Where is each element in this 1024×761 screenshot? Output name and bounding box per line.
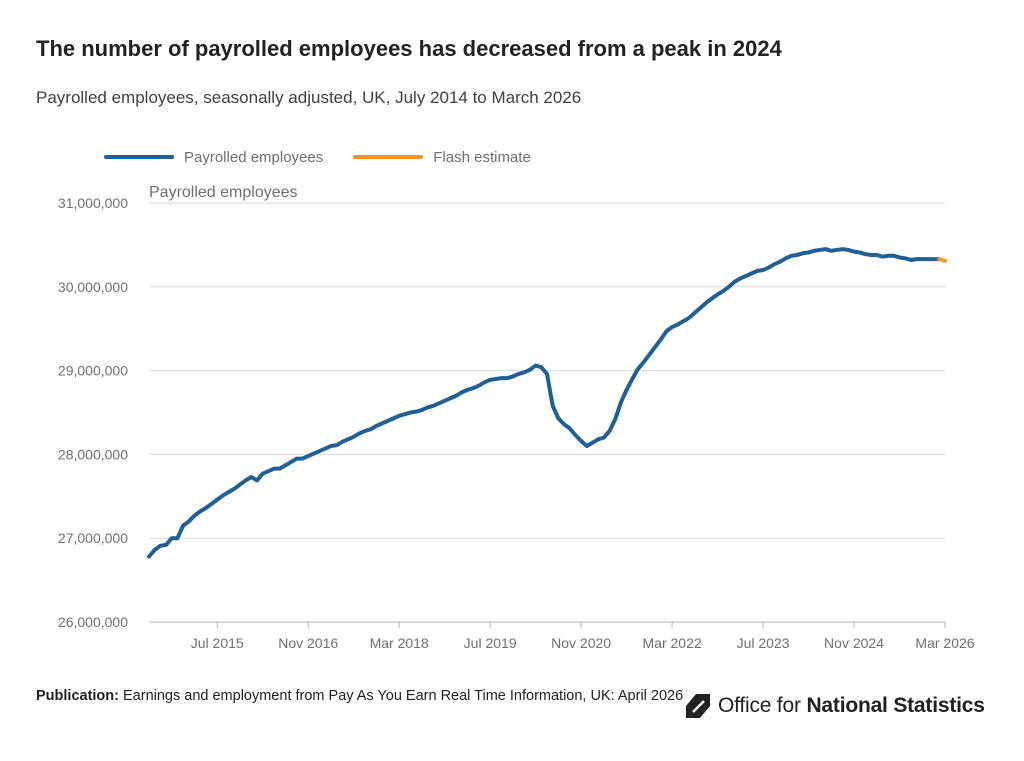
publication-footer: Publication: Earnings and employment fro… [36,686,686,707]
chart-title: The number of payrolled employees has de… [36,36,782,61]
x-tick-label: Jul 2019 [464,635,517,651]
ons-logo: Office for National Statistics [684,690,985,722]
legend-swatch-payrolled-employees [104,155,174,159]
ons-logo-text-light: Office for [718,694,807,717]
x-tick-label: Mar 2022 [643,635,702,651]
y-tick-label: 27,000,000 [58,530,128,546]
x-axis: Jul 2015 Nov 2016 Mar 2018 Jul 2019 Nov 2020… [149,621,975,651]
x-tick-label: Nov 2024 [824,635,884,651]
x-tick-label: Mar 2018 [370,635,429,651]
y-tick-label: 26,000,000 [58,614,128,630]
series-line-payrolled-employees [147,247,942,559]
publication-label: Publication: [36,688,119,704]
x-tick-label: Mar 2026 [915,635,974,651]
y-axis-tick-labels: 26,000,000 27,000,000 28,000,000 29,000,000… [58,195,128,630]
legend-label-flash-estimate: Flash estimate [433,148,531,166]
legend-swatch-flash-estimate [353,155,424,159]
y-axis-title: Payrolled employees [149,184,298,201]
x-tick-label: Jul 2023 [737,635,790,651]
chart-subtitle: Payrolled employees, seasonally adjusted… [36,88,582,107]
x-tick-label: Nov 2016 [278,635,338,651]
x-tick-label: Jul 2015 [191,635,244,651]
y-tick-label: 29,000,000 [58,363,128,379]
y-tick-label: 31,000,000 [58,195,128,211]
publication-text: Earnings and employment from Pay As You … [118,688,684,704]
gridlines [149,202,945,623]
line-chart: 26,000,000 27,000,000 28,000,000 29,000,000… [58,184,975,651]
ons-logo-text-bold: National Statistics [806,694,985,717]
ons-logo-icon [686,694,710,718]
legend-item-payrolled-employees[interactable]: Payrolled employees [104,149,323,166]
y-tick-label: 30,000,000 [58,279,128,295]
legend-label-payrolled-employees: Payrolled employees [184,148,324,166]
y-tick-label: 28,000,000 [58,446,128,462]
ons-logo-text: Office for National Statistics [718,694,985,718]
chart-series [147,247,947,559]
series-line-flash-estimate [937,257,947,263]
x-tick-label: Nov 2020 [551,635,611,651]
chart-legend: Payrolled employees Flash estimate [104,146,561,168]
legend-item-flash-estimate[interactable]: Flash estimate [353,149,531,166]
